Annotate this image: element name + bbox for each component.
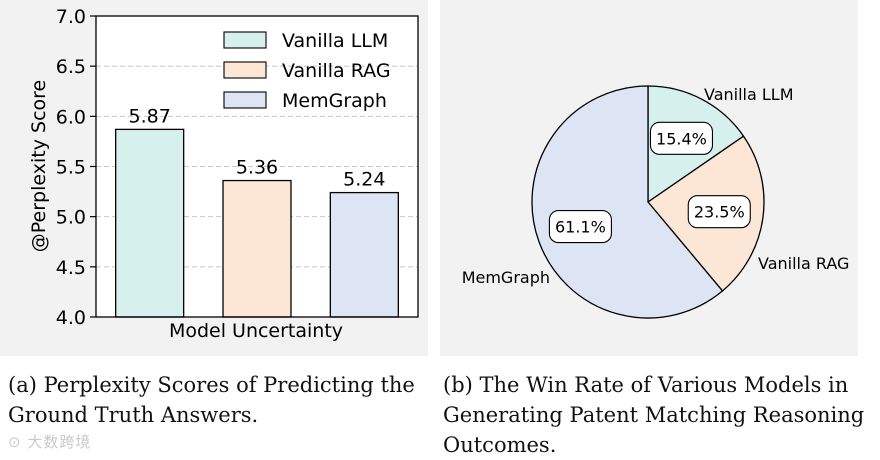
watermark-text: 大数跨境 (27, 433, 92, 451)
pie-value-label: 61.1% (555, 218, 606, 237)
bar (115, 128, 185, 318)
pie-value-box (649, 121, 714, 155)
bar-value-label: 5.24 (343, 169, 385, 191)
bar-value-label: 5.87 (129, 105, 171, 127)
watermark-icon: ⊙ (8, 433, 22, 451)
pie-category-label: MemGraph (462, 268, 550, 287)
pie-value-label: 23.5% (694, 203, 745, 222)
bar-value-label: 5.36 (236, 157, 278, 179)
pie-category-label: Vanilla LLM (704, 85, 794, 104)
legend-swatch (223, 31, 267, 49)
y-tick-label: 6.5 (56, 56, 86, 78)
bar-chart-panel: 4.0 4.5 5.0 5.5 6.0 6.5 7.0 5.87 5.36 5.24 Model U… (0, 0, 428, 356)
y-axis-label: @Perplexity Score (28, 80, 50, 252)
pie-slice (531, 85, 724, 319)
y-tick-label: 5.0 (56, 207, 86, 229)
caption-a: (a) Perplexity Scores of Predicting the … (8, 373, 415, 427)
plot-frame (95, 15, 419, 318)
pie-chart-panel: 15.4% Vanilla LLM 23.5% Vanilla RAG 61.1% Mem… (440, 0, 858, 356)
pie-category-label: Vanilla RAG (758, 254, 849, 273)
y-tick-label: 6.0 (56, 106, 86, 128)
caption-b: (b) The Win Rate of Various Models in Ge… (443, 373, 865, 457)
legend-swatch (223, 91, 267, 109)
pie-value-box (687, 195, 751, 229)
y-tick-label: 7.0 (56, 6, 86, 28)
watermark: ⊙ 大数跨境 (8, 431, 91, 452)
y-tick-label: 5.5 (56, 157, 86, 179)
legend-label: Vanilla RAG (282, 60, 391, 82)
legend-label: MemGraph (282, 90, 387, 112)
x-axis-label: Model Uncertainty (169, 320, 343, 342)
legend-swatch (223, 61, 267, 79)
bar (329, 191, 399, 318)
bar-chart: 4.0 4.5 5.0 5.5 6.0 6.5 7.0 5.87 5.36 5.24 Model U… (28, 6, 419, 342)
legend-label: Vanilla LLM (282, 30, 388, 52)
pie-value-box (548, 210, 612, 244)
pie-value-label: 15.4% (656, 129, 707, 148)
y-tick-label: 4.5 (56, 257, 86, 279)
bar (222, 179, 292, 318)
pie-chart: 15.4% Vanilla LLM 23.5% Vanilla RAG 61.1% Mem… (462, 85, 849, 319)
y-tick-label: 4.0 (56, 307, 86, 329)
